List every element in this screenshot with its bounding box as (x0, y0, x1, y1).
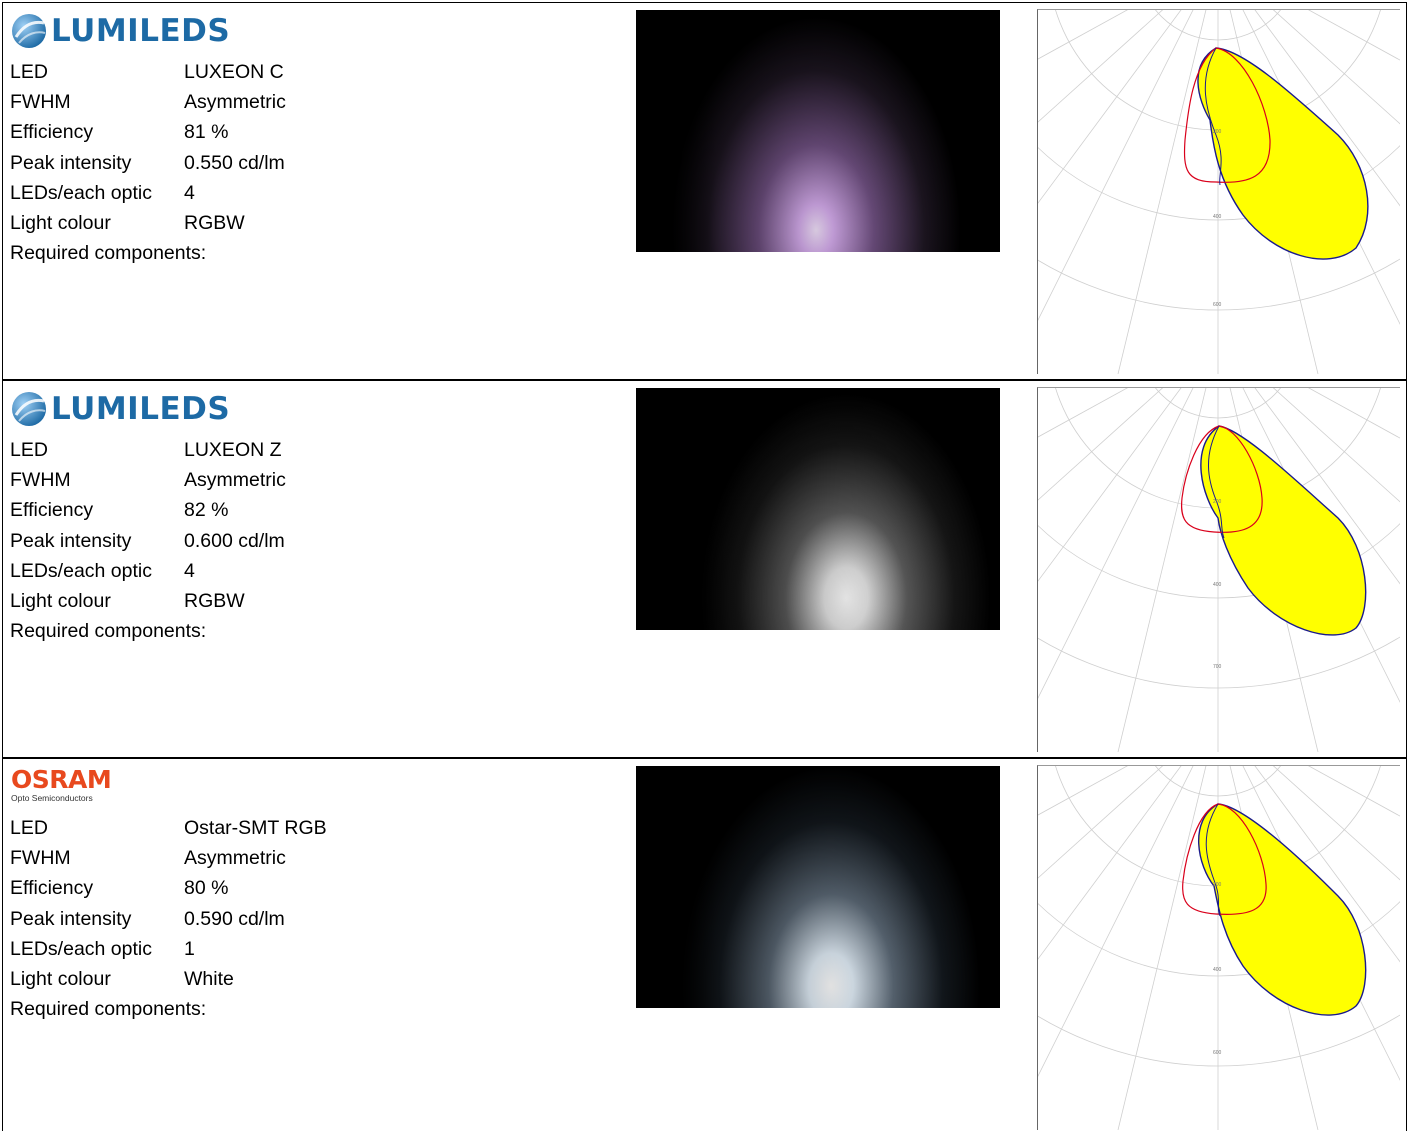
beam-image (636, 766, 1000, 1008)
spec-leds-per-optic: LEDs/each optic 4 (10, 178, 286, 208)
ring-label: 200 (1213, 882, 1222, 888)
spec-light-colour: Light colour RGBW (10, 208, 286, 238)
spec-efficiency: Efficiency 82 % (10, 495, 286, 525)
product-row: LUMILEDS LED LUXEON Z FWHM Asymmetric Effi… (2, 380, 1407, 758)
spec-required-components: Required components: (10, 616, 286, 646)
brand-name: LUMILEDS (51, 13, 231, 49)
spec-label: FWHM (10, 469, 71, 492)
spec-value: 0.590 cd/lm (184, 907, 285, 930)
spec-label: Efficiency (10, 499, 94, 522)
spec-value: 0.600 cd/lm (184, 529, 285, 552)
spec-efficiency: Efficiency 81 % (10, 117, 286, 147)
spec-required-components: Required components: (10, 994, 327, 1024)
spec-value: White (184, 967, 234, 990)
brand-name: LUMILEDS (51, 391, 231, 427)
lumileds-globe-icon (12, 392, 46, 426)
polar-diagram: 200 400 700 (1037, 387, 1400, 752)
spec-value: 1 (184, 937, 195, 960)
beam-image (636, 388, 1000, 630)
spec-led: LED Ostar-SMT RGB (10, 813, 327, 843)
spec-peak-intensity: Peak intensity 0.600 cd/lm (10, 526, 286, 556)
spec-label: LED (10, 439, 48, 461)
polar-chart: 200 400 700 (1038, 388, 1400, 752)
spec-label: Light colour (10, 589, 111, 612)
osram-logo: OSRAM Opto Semiconductors (11, 765, 112, 807)
spec-value: 80 % (184, 877, 229, 900)
polar-diagram: 200 400 600 (1037, 9, 1400, 374)
spec-label: LEDs/each optic (10, 559, 152, 582)
spec-label: Peak intensity (10, 151, 132, 174)
spec-efficiency: Efficiency 80 % (10, 873, 327, 903)
beam-image (636, 10, 1000, 252)
spec-value: RGBW (184, 211, 245, 234)
spec-label: FWHM (10, 91, 71, 114)
ring-label: 600 (1213, 302, 1222, 308)
spec-label: Required components: (10, 242, 207, 265)
spec-list: LED LUXEON C FWHM Asymmetric Efficiency 81 … (10, 57, 286, 268)
lumileds-logo: LUMILEDS (11, 389, 230, 429)
spec-label: FWHM (10, 847, 71, 870)
spec-fwhm: FWHM Asymmetric (10, 843, 327, 873)
spec-label: Light colour (10, 967, 111, 990)
spec-label: Required components: (10, 620, 207, 643)
spec-label: LED (10, 817, 48, 839)
spec-value: 82 % (184, 499, 229, 522)
spec-value: LUXEON Z (184, 439, 282, 461)
ring-label: 400 (1213, 214, 1222, 220)
spec-fwhm: FWHM Asymmetric (10, 465, 286, 495)
spec-value: 4 (184, 181, 195, 204)
spec-label: Peak intensity (10, 529, 132, 552)
beam-photo (636, 388, 1000, 630)
spec-peak-intensity: Peak intensity 0.550 cd/lm (10, 148, 286, 178)
lumileds-logo: LUMILEDS (11, 11, 230, 51)
spec-label: LEDs/each optic (10, 937, 152, 960)
polar-chart: 200 400 600 (1038, 766, 1400, 1130)
spec-list: LED LUXEON Z FWHM Asymmetric Efficiency 82 … (10, 435, 286, 646)
spec-led: LED LUXEON C (10, 57, 286, 87)
spec-value: Asymmetric (184, 91, 286, 114)
spec-required-components: Required components: (10, 238, 286, 268)
spec-value: RGBW (184, 589, 245, 612)
spec-peak-intensity: Peak intensity 0.590 cd/lm (10, 904, 327, 934)
spec-list: LED Ostar-SMT RGB FWHM Asymmetric Efficien… (10, 813, 327, 1024)
spec-label: Efficiency (10, 121, 94, 144)
spec-light-colour: Light colour RGBW (10, 586, 286, 616)
brand-name: OSRAM (11, 765, 112, 794)
lumileds-globe-icon (12, 14, 46, 48)
spec-label: LEDs/each optic (10, 181, 152, 204)
ring-label: 400 (1213, 967, 1222, 973)
ring-label: 600 (1213, 1050, 1222, 1056)
spec-label: LED (10, 61, 48, 83)
spec-value: 4 (184, 559, 195, 582)
product-row: LUMILEDS LED LUXEON C FWHM Asymmetric Effi… (2, 2, 1407, 380)
spec-value: 0.550 cd/lm (184, 151, 285, 174)
spec-value: Asymmetric (184, 847, 286, 870)
spec-label: Required components: (10, 998, 207, 1021)
spec-value: LUXEON C (184, 61, 284, 83)
spec-label: Efficiency (10, 877, 94, 900)
spec-light-colour: Light colour White (10, 964, 327, 994)
beam-photo (636, 766, 1000, 1008)
polar-diagram: 200 400 600 (1037, 765, 1400, 1130)
spec-value: Asymmetric (184, 469, 286, 492)
spec-leds-per-optic: LEDs/each optic 1 (10, 934, 327, 964)
spec-value: Ostar-SMT RGB (184, 817, 327, 839)
spec-label: Peak intensity (10, 907, 132, 930)
spec-leds-per-optic: LEDs/each optic 4 (10, 556, 286, 586)
ring-label: 200 (1213, 129, 1222, 135)
spec-label: Light colour (10, 211, 111, 234)
polar-chart: 200 400 600 (1038, 10, 1400, 374)
brand-subtitle: Opto Semiconductors (11, 793, 93, 803)
spec-fwhm: FWHM Asymmetric (10, 87, 286, 117)
ring-label: 700 (1213, 664, 1222, 670)
spec-led: LED LUXEON Z (10, 435, 286, 465)
spec-value: 81 % (184, 121, 229, 144)
beam-photo (636, 10, 1000, 252)
ring-label: 400 (1213, 582, 1222, 588)
product-row: OSRAM Opto Semiconductors LED Ostar-SMT R… (2, 758, 1407, 1131)
ring-label: 200 (1213, 499, 1222, 505)
